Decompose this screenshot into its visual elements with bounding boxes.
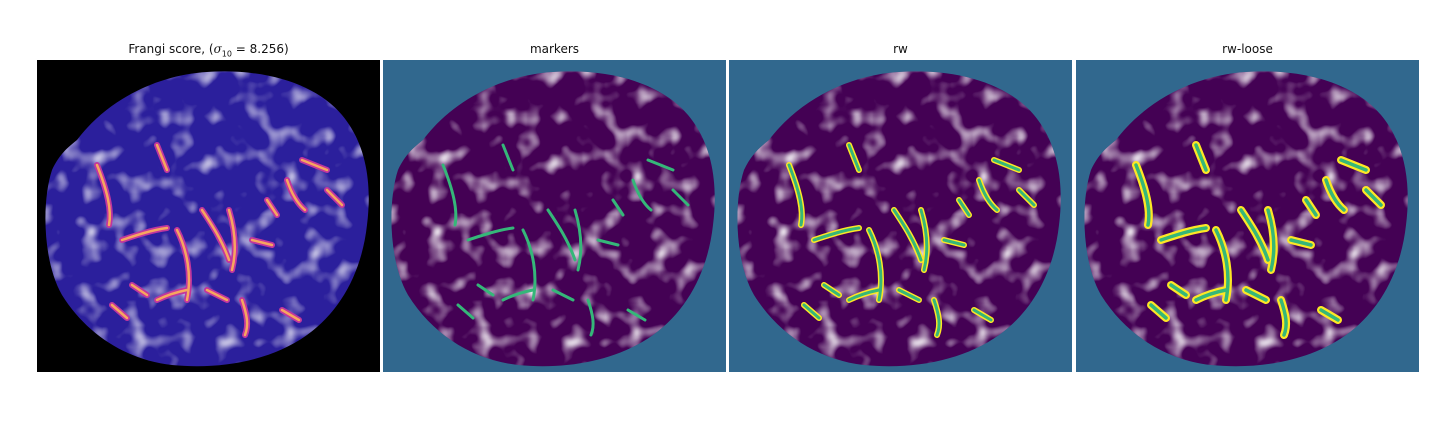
frangi-score-image — [37, 60, 380, 372]
panel-title-rw-loose: rw-loose — [1222, 42, 1273, 56]
rw-image — [729, 60, 1072, 372]
panel-title-markers: markers — [529, 42, 580, 56]
panel-title-rw: rw — [893, 42, 908, 56]
panel-title-frangi: Frangi score, (σ10 = 8.256) — [128, 42, 289, 59]
markers-image — [383, 60, 726, 372]
rw-loose-image — [1076, 60, 1419, 372]
